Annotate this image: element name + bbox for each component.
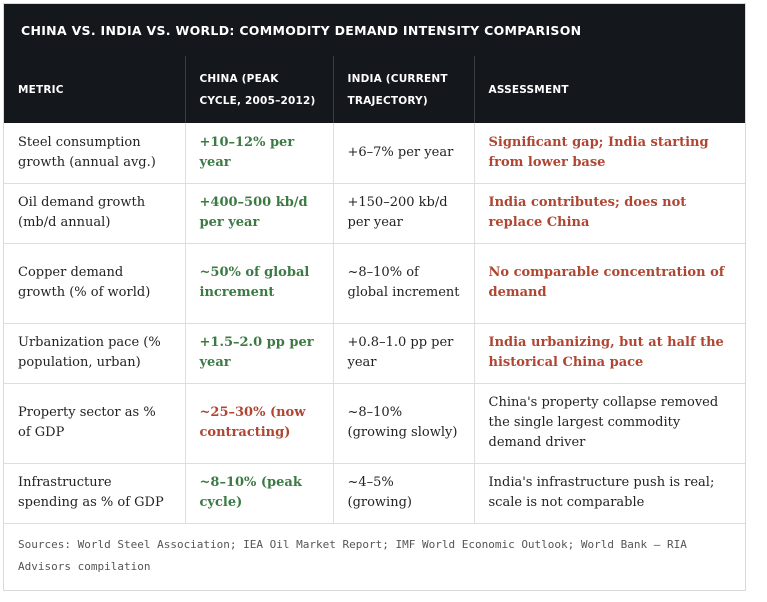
table-title: CHINA VS. INDIA VS. WORLD: COMMODITY DEM… xyxy=(4,4,745,56)
cell-metric: Urbanization pace (% population, urban) xyxy=(4,323,186,384)
cell-assessment: China's property collapse removed the si… xyxy=(474,383,745,464)
cell-metric: Infrastructure spending as % of GDP xyxy=(4,463,186,524)
table-row: Copper demand growth (% of world) ~50% o… xyxy=(4,243,745,324)
cell-india: ~8–10% (growing slowly) xyxy=(333,383,475,464)
table-row: Steel consumption growth (annual avg.) +… xyxy=(4,123,745,184)
header-metric: METRIC xyxy=(4,56,186,123)
cell-china: ~25–30% (now contracting) xyxy=(185,383,334,464)
cell-metric: Copper demand growth (% of world) xyxy=(4,243,186,324)
header-india: INDIA (CURRENT TRAJECTORY) xyxy=(333,56,475,123)
header-assessment: ASSESSMENT xyxy=(474,56,745,123)
cell-india: ~8–10% of global increment xyxy=(333,243,475,324)
table-header: METRIC CHINA (PEAK CYCLE, 2005–2012) IND… xyxy=(4,56,745,123)
cell-india: +0.8–1.0 pp per year xyxy=(333,323,475,384)
cell-assessment: No comparable concentration of demand xyxy=(474,243,745,324)
cell-assessment: India urbanizing, but at half the histor… xyxy=(474,323,745,384)
cell-china: ~50% of global increment xyxy=(185,243,334,324)
table-row: Infrastructure spending as % of GDP ~8–1… xyxy=(4,463,745,524)
cell-india: +6–7% per year xyxy=(333,123,475,184)
cell-china: ~8–10% (peak cycle) xyxy=(185,463,334,524)
cell-india: ~4–5% (growing) xyxy=(333,463,475,524)
cell-india: +150–200 kb/d per year xyxy=(333,183,475,244)
table-row: Urbanization pace (% population, urban) … xyxy=(4,323,745,384)
sources-note: Sources: World Steel Association; IEA Oi… xyxy=(18,537,687,573)
cell-china: +1.5–2.0 pp per year xyxy=(185,323,334,384)
header-china: CHINA (PEAK CYCLE, 2005–2012) xyxy=(185,56,334,123)
comparison-card: CHINA VS. INDIA VS. WORLD: COMMODITY DEM… xyxy=(3,3,746,591)
cell-metric: Steel consumption growth (annual avg.) xyxy=(4,123,186,184)
cell-china: +10–12% per year xyxy=(185,123,334,184)
cell-china: +400–500 kb/d per year xyxy=(185,183,334,244)
table-row: Oil demand growth (mb/d annual) +400–500… xyxy=(4,183,745,244)
cell-assessment: India's infrastructure push is real; sca… xyxy=(474,463,745,524)
cell-metric: Oil demand growth (mb/d annual) xyxy=(4,183,186,244)
table-row: Property sector as % of GDP ~25–30% (now… xyxy=(4,383,745,464)
cell-assessment: India contributes; does not replace Chin… xyxy=(474,183,745,244)
cell-metric: Property sector as % of GDP xyxy=(4,383,186,464)
cell-assessment: Significant gap; India starting from low… xyxy=(474,123,745,184)
comparison-table: METRIC CHINA (PEAK CYCLE, 2005–2012) IND… xyxy=(4,56,745,524)
table-body: Steel consumption growth (annual avg.) +… xyxy=(4,123,745,524)
